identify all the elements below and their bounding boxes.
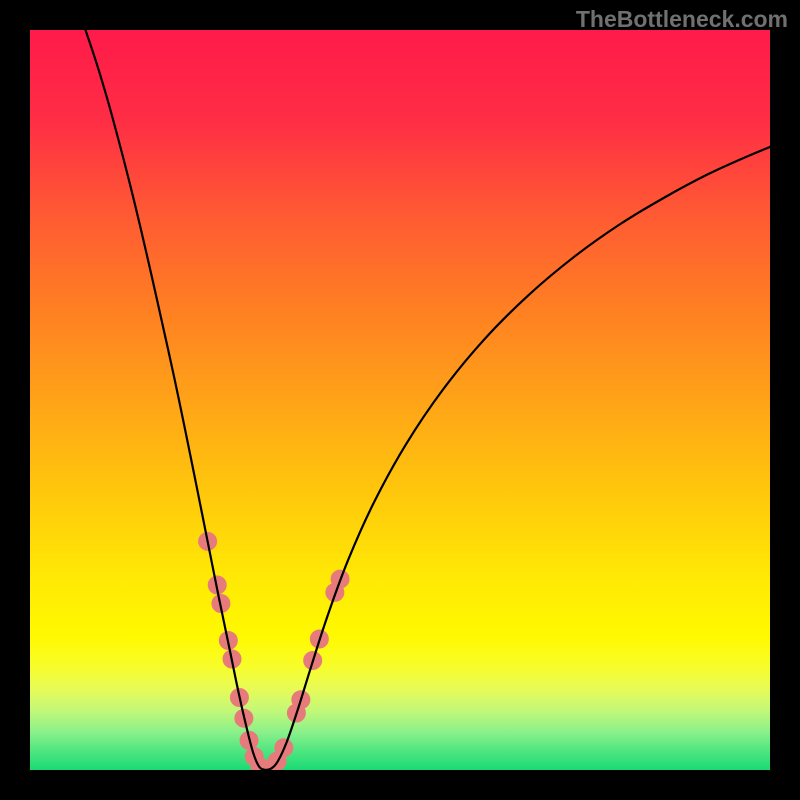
canvas-frame: TheBottleneck.com [0, 0, 800, 800]
watermark-text: TheBottleneck.com [576, 6, 788, 33]
bottleneck-chart [30, 30, 770, 770]
plot-area [30, 30, 770, 770]
gradient-background [30, 30, 770, 770]
